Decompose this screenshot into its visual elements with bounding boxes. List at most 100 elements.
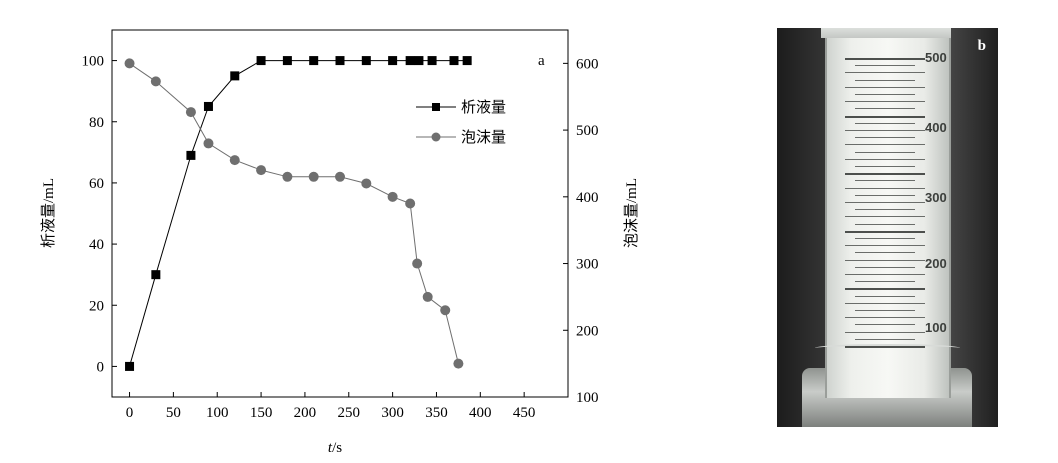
x-tick-label-1: 50 <box>166 405 181 421</box>
graduation-mark <box>845 173 925 176</box>
graduation-mark <box>855 65 915 67</box>
graduation-mark <box>855 122 915 124</box>
x-tick-label-6: 300 <box>381 405 404 421</box>
graduation-mark <box>855 238 915 239</box>
scale-label-300: 300 <box>925 190 947 205</box>
series-0-point-5 <box>256 56 266 66</box>
graduation-mark <box>855 151 915 153</box>
series-0-point-15 <box>462 56 472 66</box>
graduation-mark <box>855 223 915 225</box>
series-1-point-9 <box>361 178 372 189</box>
graduation-mark <box>855 137 915 139</box>
legend-marker-0 <box>432 103 440 111</box>
graduation-mark <box>845 245 925 247</box>
legend-label-0: 析液量 <box>461 99 506 116</box>
series-0-point-14 <box>449 56 459 66</box>
series-1-point-5 <box>256 165 267 176</box>
scale-label-200: 200 <box>925 256 947 271</box>
series-1-point-1 <box>150 76 161 87</box>
graduation-mark <box>845 274 925 275</box>
series-1-point-13 <box>422 291 433 302</box>
panel-label-b: b <box>977 38 986 54</box>
x-tick-label-7: 350 <box>425 405 448 421</box>
x-tick-label-4: 200 <box>294 405 317 421</box>
graduation-mark <box>845 72 925 74</box>
series-line-1 <box>129 62 459 364</box>
series-1-point-8 <box>335 171 345 182</box>
graduation-mark <box>855 166 915 167</box>
cylinder-rim <box>821 28 951 38</box>
series-1-point-6 <box>282 171 293 182</box>
graduation-mark <box>845 346 925 348</box>
graduation-mark <box>855 324 915 326</box>
graduation-mark <box>855 108 915 110</box>
series-0-point-3 <box>203 101 213 111</box>
y-left-tick-label-0: 0 <box>97 359 105 375</box>
graduation-mark <box>845 158 925 160</box>
labels-layer: a t/s 析液量/mL 泡沫量/mL <box>40 53 640 456</box>
series-0-point-6 <box>282 56 292 66</box>
cylinder-ring <box>815 344 960 352</box>
x-tick-label-3: 150 <box>250 405 273 421</box>
series-0-point-7 <box>309 56 319 66</box>
series-0-point-9 <box>361 56 371 66</box>
y-right-tick-label-3: 400 <box>576 190 599 206</box>
graduation-mark <box>845 216 925 218</box>
graduation-mark <box>855 295 915 297</box>
graduation-mark <box>845 259 925 261</box>
x-tick-label-5: 250 <box>338 405 361 421</box>
photo-background-right <box>943 28 998 427</box>
graduation-mark <box>855 79 915 81</box>
legend: 析液量 泡沫量 <box>416 99 506 146</box>
y-right-tick-label-2: 300 <box>576 257 599 273</box>
x-tick-label-0: 0 <box>126 405 134 421</box>
series-0-point-12 <box>414 56 424 66</box>
scale-label-100: 100 <box>925 320 947 335</box>
graduation-mark <box>845 187 925 189</box>
graduation-mark <box>855 266 915 268</box>
series-1-point-11 <box>405 198 416 209</box>
graduation-mark <box>845 230 925 233</box>
graduation-mark <box>855 180 915 182</box>
x-tick-label-9: 450 <box>513 405 536 421</box>
series-0-point-4 <box>230 71 240 81</box>
series-1-point-2 <box>185 107 196 118</box>
series-1-point-4 <box>229 155 240 166</box>
plot-frame <box>111 29 569 398</box>
graduation-mark <box>845 101 925 103</box>
series-0-point-11 <box>405 56 415 66</box>
series-1-point-3 <box>203 138 214 149</box>
series-1-point-7 <box>308 171 319 182</box>
graduation-mark <box>845 86 925 88</box>
panel-label-a: a <box>538 53 545 69</box>
y-left-tick-label-2: 40 <box>89 237 104 253</box>
graduation-mark <box>855 194 915 196</box>
y-left-tick-label-4: 80 <box>89 115 104 131</box>
y-axis-right-label: 泡沫量/mL <box>623 178 640 248</box>
foam-cylinder-photo: 500 400 300 200 100 b <box>777 28 998 427</box>
series-1-point-0 <box>124 58 135 69</box>
graduation-mark <box>855 252 915 254</box>
y-left-tick-label-5: 100 <box>82 54 105 70</box>
graduation-mark <box>845 202 925 203</box>
series-line-0 <box>129 60 468 367</box>
graduation-mark <box>845 115 925 118</box>
line-chart: 0 50 100 150 200 250 300 350 400 450 0 20 40 60 80 100 1… <box>40 29 640 456</box>
y-axis-left-label: 析液量/mL <box>40 178 57 248</box>
axes: 0 50 100 150 200 250 300 350 400 450 0 20 40 60 80 100 1… <box>82 29 599 421</box>
y-right-tick-label-1: 200 <box>576 323 599 339</box>
graduation-mark <box>845 288 925 291</box>
series-1-point-14 <box>440 305 451 316</box>
graduation-mark <box>855 209 915 211</box>
legend-marker-1 <box>431 132 441 142</box>
graduation-mark <box>855 94 915 95</box>
series-0-point-13 <box>427 56 437 66</box>
graduation-mark <box>845 331 925 333</box>
series-1-point-10 <box>387 191 398 202</box>
series-0-point-10 <box>388 56 398 66</box>
scale-label-400: 400 <box>925 120 947 135</box>
y-right-tick-label-4: 500 <box>576 123 599 139</box>
graduation-mark <box>855 310 915 311</box>
x-tick-label-8: 400 <box>469 405 492 421</box>
x-tick-label-2: 100 <box>206 405 229 421</box>
